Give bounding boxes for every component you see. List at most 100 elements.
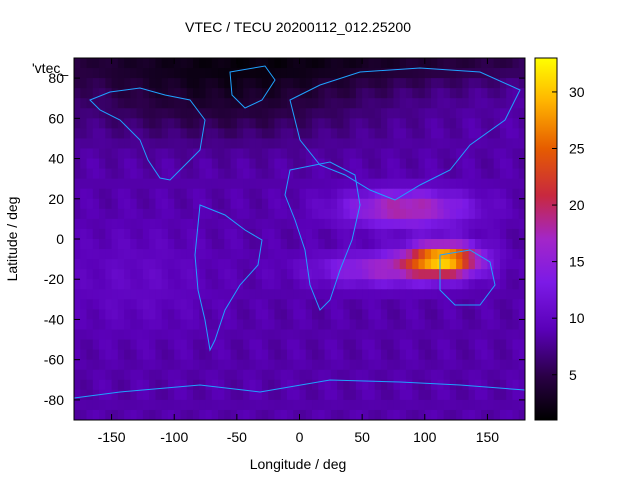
heatmap-cell: [487, 158, 495, 170]
heatmap-cell: [136, 168, 144, 180]
heatmap-cell: [218, 259, 225, 270]
heatmap-cell: [418, 118, 426, 129]
heatmap-cell: [462, 168, 470, 180]
heatmap-cell: [380, 309, 388, 321]
heatmap-cell: [330, 329, 338, 341]
heatmap-cell: [249, 78, 257, 89]
heatmap-cell: [99, 319, 106, 331]
heatmap-cell: [374, 208, 382, 220]
heatmap-cell: [312, 239, 319, 250]
heatmap-cell: [205, 249, 213, 260]
heatmap-cell: [261, 78, 269, 89]
heatmap-cell: [343, 158, 351, 170]
heatmap-cell: [399, 168, 407, 180]
heatmap-cell: [418, 359, 426, 371]
heatmap-cell: [499, 319, 507, 331]
heatmap-cell: [380, 88, 388, 99]
heatmap-cell: [124, 379, 131, 391]
heatmap-cell: [86, 218, 94, 230]
heatmap-cell: [243, 178, 250, 190]
heatmap-cell: [255, 349, 263, 361]
heatmap-cell: [399, 379, 407, 391]
heatmap-cell: [243, 108, 250, 119]
heatmap-cell: [243, 309, 250, 321]
x-axis-ticks: -150 -100 -50 0 50 100 150: [98, 58, 499, 445]
heatmap-cell: [443, 369, 451, 381]
heatmap-cell: [136, 78, 144, 89]
heatmap-cell: [387, 168, 395, 180]
heatmap-cell: [305, 289, 313, 300]
heatmap-cell: [518, 138, 525, 150]
heatmap-cell: [449, 299, 457, 310]
heatmap-cell: [149, 239, 157, 250]
heatmap-cell: [324, 78, 332, 89]
heatmap-cell: [99, 399, 106, 411]
heatmap-cell: [393, 369, 401, 381]
heatmap-cell: [230, 68, 238, 79]
heatmap-cell: [362, 98, 369, 109]
heatmap-cell: [305, 138, 313, 150]
heatmap-cell: [149, 389, 157, 401]
heatmap-cell: [518, 369, 525, 381]
heatmap-cell: [142, 118, 150, 129]
heatmap-cell: [261, 249, 269, 260]
heatmap-cell: [343, 269, 351, 280]
heatmap-cell: [199, 198, 207, 210]
heatmap-cell: [149, 118, 157, 129]
heatmap-cell: [161, 128, 169, 140]
heatmap-cell: [424, 279, 432, 290]
heatmap-cell: [205, 369, 213, 381]
heatmap-cell: [312, 249, 319, 260]
heatmap-cell: [418, 279, 426, 290]
heatmap-cell: [305, 309, 313, 321]
heatmap-cell: [449, 399, 457, 411]
heatmap-cell: [374, 198, 382, 210]
heatmap-cell: [380, 359, 388, 371]
heatmap-cell: [343, 369, 351, 381]
heatmap-cell: [205, 409, 213, 420]
heatmap-cell: [330, 249, 338, 260]
heatmap-cell: [186, 339, 194, 351]
heatmap-cell: [305, 349, 313, 361]
heatmap-cell: [387, 379, 395, 391]
heatmap-cell: [443, 128, 451, 140]
heatmap-cell: [167, 198, 175, 210]
heatmap-cell: [243, 379, 250, 391]
heatmap-cell: [355, 309, 363, 321]
heatmap-cell: [299, 409, 307, 420]
heatmap-cell: [387, 128, 395, 140]
heatmap-cell: [405, 289, 413, 300]
heatmap-cell: [130, 198, 138, 210]
heatmap-cell: [449, 118, 457, 129]
heatmap-cell: [186, 138, 194, 150]
heatmap-cell: [374, 98, 382, 109]
heatmap-cell: [286, 158, 294, 170]
heatmap-cell: [105, 228, 113, 240]
heatmap-cell: [443, 68, 451, 79]
heatmap-cell: [274, 58, 282, 69]
heatmap-cell: [487, 178, 495, 190]
heatmap-cell: [412, 289, 420, 300]
heatmap-cell: [405, 58, 413, 69]
heatmap-cell: [236, 68, 244, 79]
heatmap-cell: [518, 299, 525, 310]
heatmap-cell: [462, 198, 470, 210]
heatmap-cell: [124, 309, 131, 321]
heatmap-cell: [136, 198, 144, 210]
heatmap-cell: [155, 178, 163, 190]
heatmap-cell: [399, 309, 407, 321]
heatmap-cell: [506, 309, 514, 321]
heatmap-cell: [355, 118, 363, 129]
heatmap-cell: [92, 198, 100, 210]
heatmap-cell: [174, 299, 182, 310]
heatmap-cell: [293, 409, 301, 420]
heatmap-cell: [374, 128, 382, 140]
heatmap-cell: [424, 138, 432, 150]
heatmap-cell: [449, 329, 457, 341]
heatmap-cell: [405, 409, 413, 420]
heatmap-cell: [449, 239, 457, 250]
heatmap-cell: [243, 239, 250, 250]
heatmap-cell: [499, 299, 507, 310]
heatmap-cell: [474, 178, 482, 190]
